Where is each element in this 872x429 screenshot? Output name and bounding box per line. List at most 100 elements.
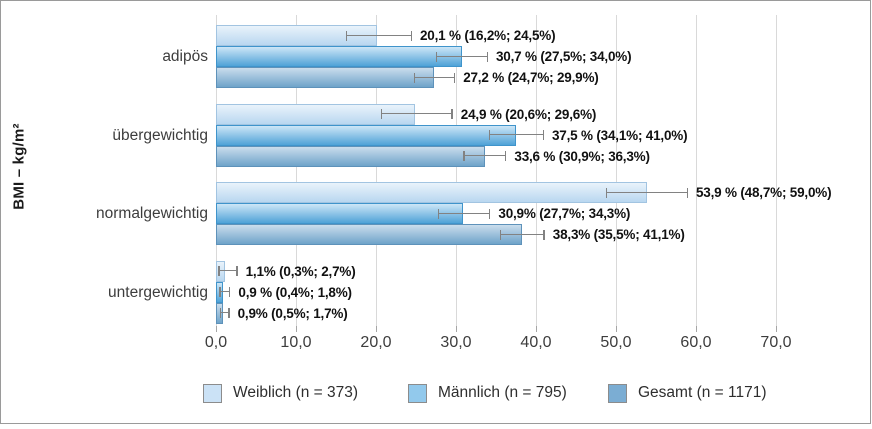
error-bar-line — [605, 191, 688, 193]
error-bar — [413, 72, 456, 83]
error-bar-line — [500, 233, 545, 235]
legend-swatch — [203, 383, 222, 403]
error-bar-line — [413, 76, 456, 78]
error-bar-cap — [453, 72, 456, 83]
error-bar-cap — [410, 30, 412, 41]
bar — [216, 182, 648, 203]
axis-tick — [536, 326, 537, 332]
error-bar — [219, 287, 231, 298]
error-bar-cap — [542, 130, 544, 140]
error-bar-line — [437, 212, 491, 214]
bar-value-label: 53,9 % (48,7%; 59,0%) — [696, 185, 832, 200]
error-bar-cap — [380, 109, 383, 119]
legend-swatch — [608, 383, 627, 403]
gridline — [216, 15, 217, 326]
gridline — [536, 15, 537, 326]
gridline — [776, 15, 777, 326]
error-bar — [605, 187, 688, 198]
error-bar-line — [380, 113, 453, 115]
axis-tick — [456, 326, 457, 332]
bar — [216, 67, 434, 88]
error-bar-cap — [488, 130, 491, 140]
gridline — [296, 15, 297, 326]
bar-value-label: 1,1% (0,3%; 2,7%) — [245, 263, 356, 279]
bar-value-label: 37,5 % (34,1%; 41,0%) — [552, 127, 688, 143]
bar — [216, 224, 523, 245]
axis-tick — [776, 326, 777, 332]
error-bar — [380, 109, 453, 120]
error-bar-cap — [437, 208, 439, 219]
error-bar-cap — [504, 151, 507, 161]
bar — [216, 46, 462, 67]
error-bar-cap — [486, 51, 488, 62]
error-bar — [500, 229, 545, 240]
error-bar — [218, 266, 238, 277]
category-label: übergewichtig — [112, 126, 208, 144]
error-bar — [345, 30, 412, 41]
error-bar-cap — [543, 229, 545, 240]
plot-area: 0,0 10,0 20,0 30,0 40,0 50,0 60,0 70,0 adipös übe… — [96, 15, 832, 351]
x-tick-label: 10,0 — [280, 334, 312, 351]
error-bar-cap — [413, 72, 415, 83]
bar-value-label: 0,9 % (0,4%; 1,8%) — [238, 284, 352, 300]
error-bar-cap — [220, 308, 222, 318]
bar-value-label: 30,9% (27,7%; 34,3%) — [498, 206, 631, 221]
axis-tick — [216, 326, 217, 332]
error-bar-cap — [436, 51, 438, 62]
error-bar-cap — [463, 151, 465, 161]
legend-swatch — [408, 383, 427, 403]
bar-value-label: 0,9% (0,5%; 1,7%) — [237, 305, 348, 321]
error-bar-line — [488, 134, 544, 136]
category-label: adipös — [162, 48, 208, 65]
bar-value-label: 27,2 % (24,7%; 29,9%) — [463, 70, 599, 85]
bar-value-label: 24,9 % (20,6%; 29,6%) — [460, 106, 597, 122]
error-bar-cap — [228, 287, 231, 297]
axis-tick — [296, 326, 297, 332]
legend-label: Gesamt (n = 1171) — [638, 384, 767, 401]
error-bar-line — [218, 270, 238, 272]
category-label: untergewichtig — [108, 283, 208, 301]
error-bar — [436, 51, 488, 62]
error-bar-line — [345, 34, 412, 36]
error-bar-cap — [605, 187, 607, 198]
error-bar-line — [220, 312, 230, 314]
gridline — [376, 15, 377, 326]
axis-tick — [376, 326, 377, 332]
error-bar — [437, 208, 491, 219]
legend-label: Weiblich (n = 373) — [233, 384, 359, 401]
error-bar-cap — [228, 308, 230, 318]
x-tick-label: 60,0 — [680, 334, 712, 351]
legend-label: Männlich (n = 795) — [438, 384, 567, 401]
error-bar-line — [436, 55, 488, 57]
bar — [216, 124, 516, 146]
error-bar-cap — [218, 266, 220, 276]
x-tick-label: 50,0 — [600, 334, 632, 351]
error-bar-cap — [451, 109, 453, 119]
x-tick-label: 70,0 — [760, 334, 792, 351]
gridline — [456, 15, 457, 326]
gridline — [616, 15, 617, 326]
category-label: normalgewichtig — [96, 205, 208, 222]
error-bar — [220, 308, 230, 319]
legend-item: Weiblich (n = 373) — [203, 382, 358, 404]
bar-value-label: 20,1 % (16,2%; 24,5%) — [420, 28, 556, 43]
gridline — [696, 15, 697, 326]
error-bar-cap — [345, 30, 347, 41]
error-bar-cap — [236, 266, 238, 276]
legend-item: Gesamt (n = 1171) — [608, 382, 767, 404]
x-tick-label: 20,0 — [360, 334, 392, 351]
bar-value-label: 33,6 % (30,9%; 36,3%) — [514, 148, 650, 164]
error-bar-line — [219, 291, 231, 293]
x-tick-label: 40,0 — [520, 334, 552, 351]
error-bar-line — [463, 155, 507, 157]
axis-tick — [696, 326, 697, 332]
axis-tick — [616, 326, 617, 332]
bar — [216, 145, 485, 167]
error-bar — [488, 130, 544, 141]
x-tick-label: 0,0 — [204, 334, 228, 351]
error-bar — [463, 151, 507, 162]
error-bar-cap — [219, 287, 221, 297]
bar-value-label: 30,7 % (27,5%; 34,0%) — [496, 49, 632, 64]
bar — [216, 203, 464, 224]
